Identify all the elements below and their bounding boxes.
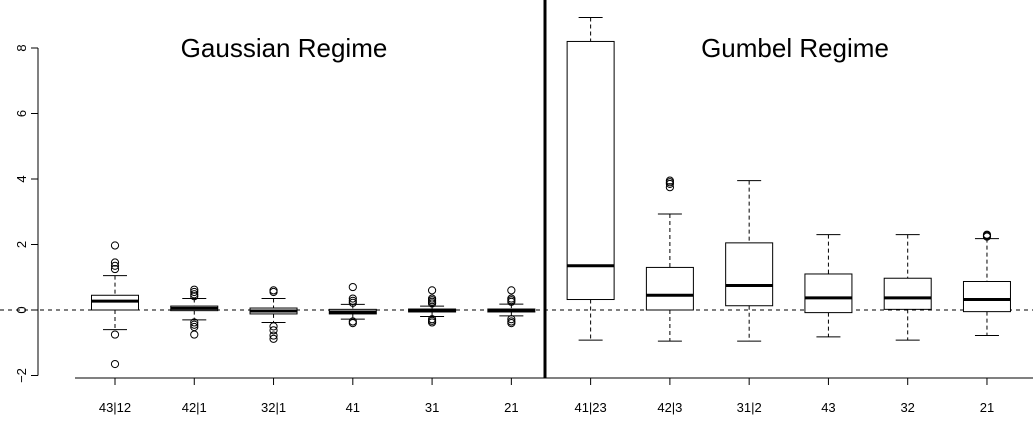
x-tick-label: 21 (504, 400, 518, 415)
outlier-point (110, 330, 120, 339)
box-41-23-gumbel (566, 17, 615, 341)
x-axis: 43|12 42|1 32|1 41 31 21 41|23 42|3 31|2 43 32 21 (75, 377, 1033, 415)
outlier-point (665, 183, 674, 192)
y-tick-label: 6 (14, 110, 29, 117)
outlier-point (110, 241, 120, 250)
outlier-point (190, 287, 199, 297)
outlier-point (110, 264, 120, 274)
box-41-gaussian (328, 282, 377, 328)
x-tick-label: 31 (425, 400, 439, 415)
outlier-point (348, 296, 357, 305)
outlier-point (348, 282, 357, 292)
outlier-point (190, 285, 199, 294)
x-tick-label: 41 (346, 400, 360, 415)
iqr-box (566, 40, 615, 301)
outlier-point (110, 261, 120, 270)
gaussian-regime-title: Gaussian Regime (181, 33, 388, 63)
x-tick-label: 42|1 (182, 400, 207, 415)
y-axis: 8 6 4 2 0 −2 (14, 44, 39, 383)
iqr-box (804, 273, 853, 314)
iqr-box (645, 266, 694, 311)
y-tick-label: 2 (14, 241, 29, 248)
outlier-point (507, 296, 516, 305)
outlier-point (190, 320, 199, 329)
outlier-point (110, 258, 120, 267)
outlier-point (269, 322, 278, 331)
outlier-point (982, 232, 992, 241)
outlier-point (190, 292, 199, 301)
box-21-gumbel (962, 230, 1011, 337)
iqr-box (883, 277, 932, 310)
outlier-point (507, 286, 516, 295)
boxes-layer (91, 17, 1011, 369)
box-43-12-gaussian (91, 241, 139, 369)
box-43-gumbel (804, 234, 853, 338)
iqr-box (725, 242, 774, 307)
outlier-point (427, 318, 437, 327)
box-31-2-gumbel (725, 180, 774, 342)
box-32-1-gaussian (249, 286, 298, 343)
box-42-3-gumbel (645, 176, 694, 342)
outlier-point (427, 286, 437, 295)
x-tick-label: 21 (980, 400, 994, 415)
y-tick-label: 4 (14, 175, 29, 182)
iqr-box (962, 281, 1011, 313)
outlier-point (348, 294, 357, 303)
outlier-point (190, 290, 199, 299)
outlier-point (427, 299, 437, 308)
outlier-point (269, 287, 278, 297)
box-31-gaussian (408, 286, 457, 327)
x-tick-label: 43 (821, 400, 835, 415)
outlier-point (110, 359, 120, 369)
outlier-point (269, 334, 278, 343)
box-42-1-gaussian (170, 285, 219, 339)
outlier-point (269, 286, 278, 295)
outlier-point (269, 326, 278, 335)
x-tick-label: 41|23 (574, 400, 606, 415)
outlier-point (269, 331, 278, 340)
outlier-point (190, 318, 199, 327)
outlier-point (665, 179, 674, 189)
x-tick-label: 32 (900, 400, 914, 415)
box-32-gumbel (883, 234, 932, 341)
box-21-gaussian (487, 286, 536, 328)
y-tick-label: 8 (14, 44, 29, 51)
outlier-point (348, 298, 357, 307)
gumbel-regime-title: Gumbel Regime (701, 33, 889, 63)
x-tick-label: 31|2 (737, 400, 762, 415)
outlier-point (507, 315, 516, 324)
outlier-point (507, 319, 516, 328)
x-tick-label: 42|3 (657, 400, 682, 415)
y-tick-label: −2 (14, 368, 29, 383)
outlier-point (507, 297, 516, 306)
x-tick-label: 32|1 (261, 400, 286, 415)
outlier-point (427, 316, 437, 325)
x-tick-label: 43|12 (99, 400, 131, 415)
y-tick-label: 0 (14, 306, 29, 313)
outlier-point (348, 319, 357, 328)
outlier-point (190, 330, 199, 339)
